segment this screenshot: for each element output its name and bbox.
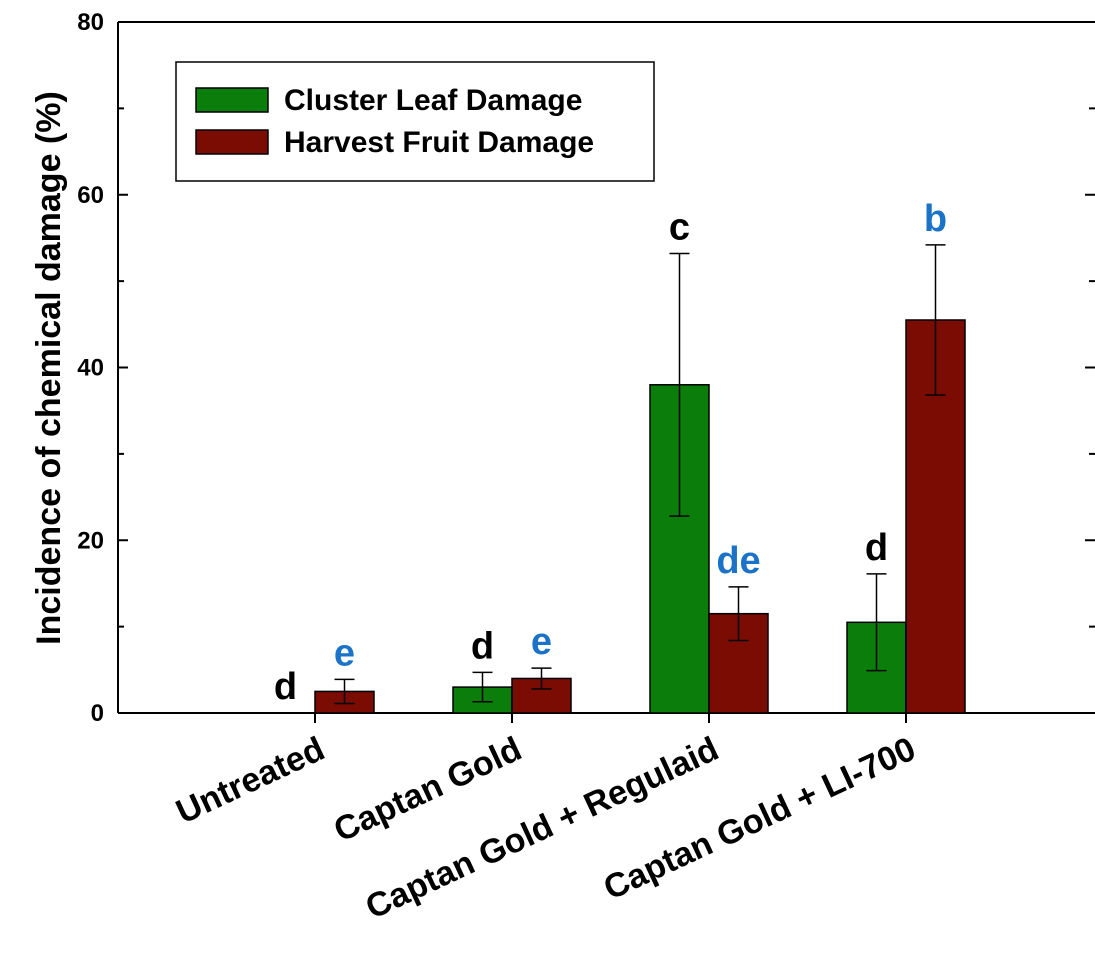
bar-leaf (649, 384, 710, 714)
y-tick-label: 60 (77, 182, 104, 209)
x-tick-label: Captan Gold + Regulaid (360, 730, 724, 927)
significance-label: e (531, 621, 552, 663)
bar-fruit (905, 319, 966, 714)
significance-label: b (924, 198, 947, 240)
significance-label: d (865, 527, 888, 569)
significance-label: d (471, 625, 494, 667)
legend-label: Cluster Leaf Damage (284, 84, 582, 117)
bars (314, 244, 966, 714)
x-tick-label: Captan Gold + LI-700 (598, 730, 921, 908)
legend: Cluster Leaf Damage Harvest Fruit Damage (175, 61, 655, 182)
legend-box (175, 61, 655, 182)
y-tick-label: 80 (77, 9, 104, 36)
x-tick-label: Untreated (170, 730, 330, 832)
legend-swatch (195, 129, 269, 155)
y-tick-label: 20 (77, 527, 104, 554)
y-axis-label: Incidence of chemical damage (%) (30, 91, 68, 645)
legend-label: Harvest Fruit Damage (284, 126, 594, 159)
significance-label: c (669, 206, 690, 248)
legend-swatch (195, 87, 269, 113)
y-tick-label: 0 (91, 700, 104, 727)
significance-label: de (716, 540, 760, 582)
y-tick-label: 40 (77, 355, 104, 382)
significance-label: e (334, 632, 355, 674)
significance-label: d (274, 666, 297, 708)
